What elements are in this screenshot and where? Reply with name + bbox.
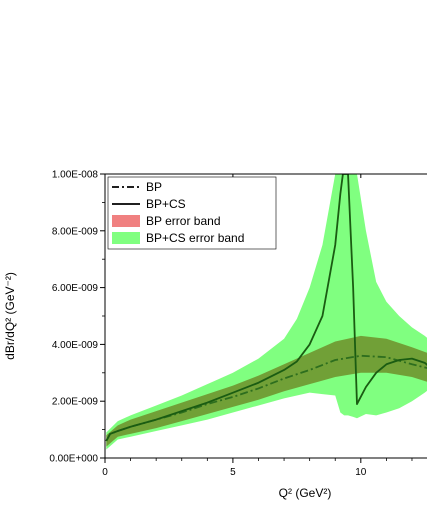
y-tick-label: 6.00E-009: [52, 283, 99, 294]
legend-label-bp-cs: BP+CS: [146, 197, 186, 211]
error-bands: [106, 174, 427, 450]
bp-cs-error-band: [106, 174, 427, 450]
y-tick-label: 0.00E+000: [49, 454, 98, 465]
legend-label-bp-error-band: BP error band: [146, 214, 221, 228]
y-axis-title: dBr/dQ² (GeV⁻²): [3, 272, 17, 360]
x-tick-label: 5: [230, 467, 236, 478]
legend-swatch-bp-error-band: [112, 215, 140, 227]
axes: [100, 173, 427, 463]
y-tick-label: 4.00E-009: [52, 340, 99, 351]
y-tick-label: 2.00E-009: [52, 397, 99, 408]
legend: BP BP+CS BP error band BP+CS error band: [107, 176, 277, 250]
bp-error-band: [106, 335, 427, 447]
x-tick-label: 0: [102, 467, 108, 478]
x-axis-title: Q² (GeV²): [279, 486, 332, 500]
legend-label-bp-cs-error-band: BP+CS error band: [146, 231, 244, 245]
tick-labels: 0 5 10 0.00E+000 2.00E-009 4.00E-009 6.00E-009…: [49, 170, 366, 479]
legend-label-bp: BP: [146, 180, 162, 194]
x-tick-label: 10: [355, 467, 367, 478]
y-tick-label: 1.00E-008: [52, 170, 99, 181]
series-lines: [105, 174, 427, 442]
series-line-bp-cs: [105, 174, 427, 442]
legend-swatch-bp-cs-error-band: [112, 232, 140, 244]
y-tick-label: 8.00E-009: [52, 226, 99, 237]
